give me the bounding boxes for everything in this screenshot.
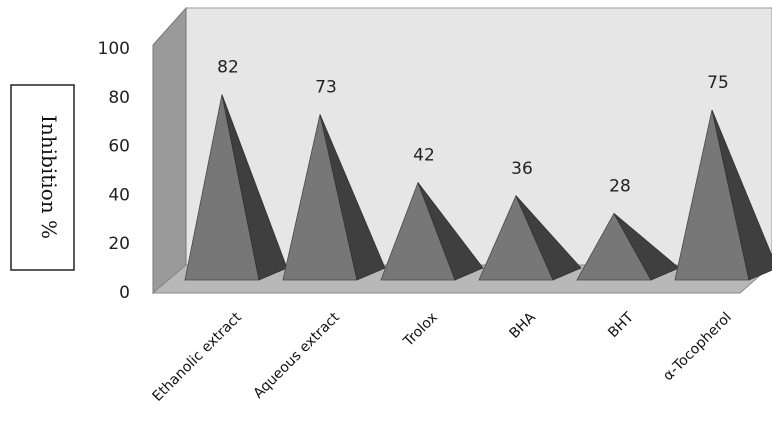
back-wall	[185, 7, 772, 266]
data-label: 82	[217, 58, 239, 78]
category-label: α-Tocopherol	[660, 310, 735, 385]
bar-side	[417, 182, 484, 281]
category-label: Ethanolic extract	[149, 309, 245, 405]
y-tick-label: 80	[108, 88, 130, 108]
data-label: 42	[413, 146, 435, 166]
y-tick-label: 100	[98, 39, 130, 59]
y-tick-label: 40	[108, 185, 130, 205]
data-label: 36	[511, 159, 533, 179]
y-tick-label: 60	[108, 137, 130, 157]
y-axis-label: Inhibition %	[37, 115, 61, 239]
side-wall	[152, 6, 187, 295]
data-label: 75	[707, 73, 729, 93]
y-tick-label: 0	[119, 283, 130, 303]
category-label: Aqueous extract	[251, 309, 344, 402]
data-labels: 82 73 42 36 28 75	[217, 58, 729, 197]
y-tick-label: 20	[108, 234, 130, 254]
data-label: 28	[609, 176, 631, 196]
bar-side	[711, 109, 772, 281]
data-label: 73	[315, 77, 337, 97]
bar-side	[613, 213, 680, 281]
bar-side	[319, 114, 386, 281]
bar-side	[515, 195, 582, 281]
category-labels: Ethanolic extract Aqueous extract Trolox BH…	[149, 309, 734, 405]
category-label: Trolox	[400, 310, 441, 351]
y-axis-ticks: 0 20 40 60 80 100	[98, 39, 130, 303]
bars	[184, 94, 772, 281]
y-axis-label-box	[10, 84, 75, 271]
category-label: BHT	[605, 309, 637, 341]
bar-side	[221, 94, 288, 281]
category-label: BHA	[507, 309, 540, 342]
